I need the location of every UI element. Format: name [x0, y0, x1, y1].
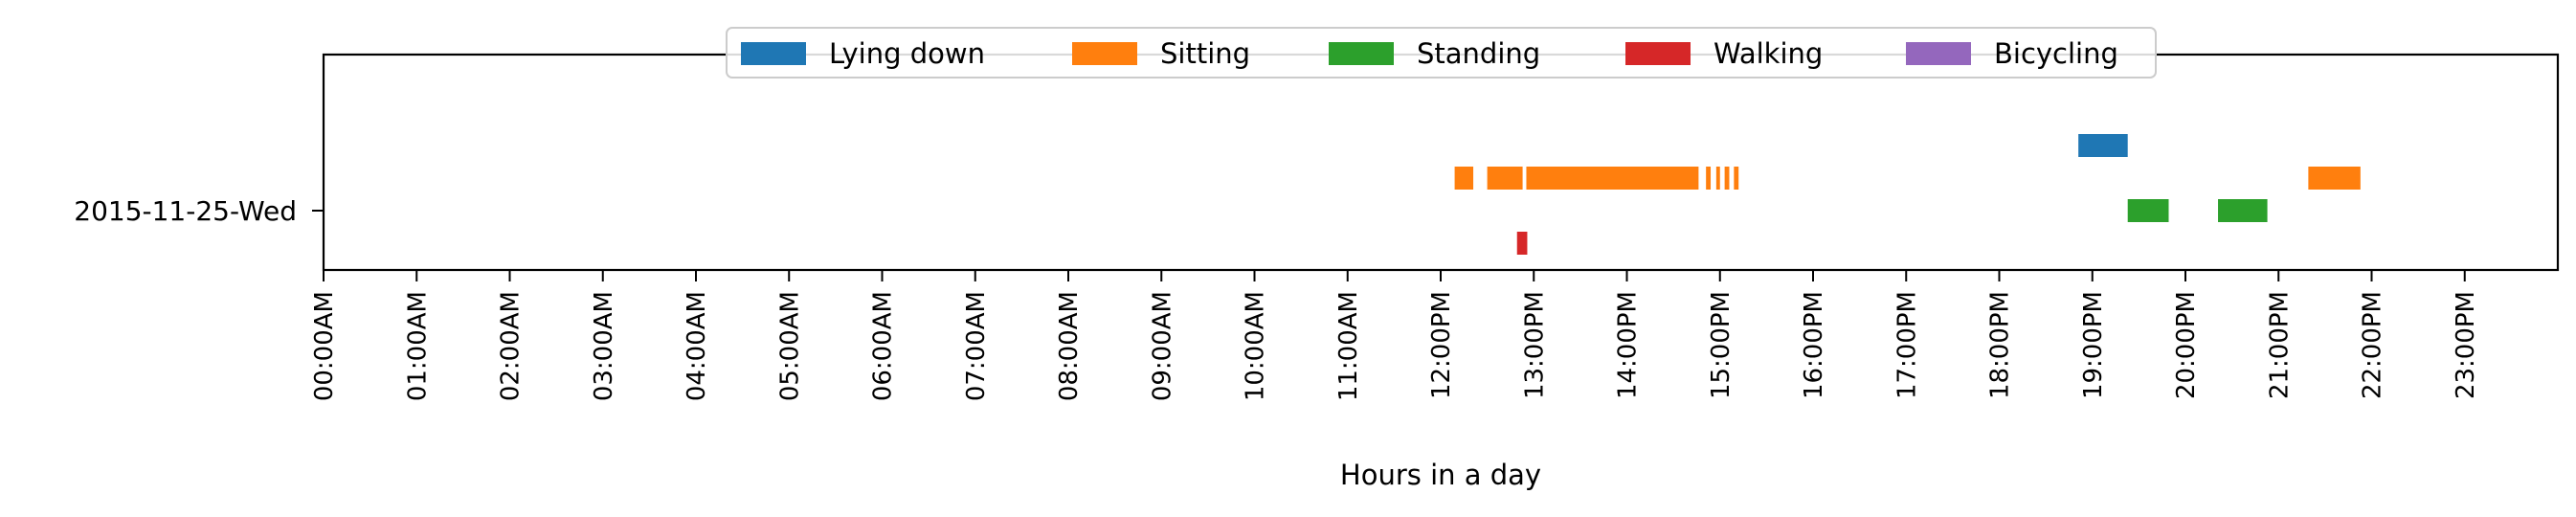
- x-tick-label: 10:00AM: [1242, 291, 1270, 401]
- bar-sitting-7: [2308, 167, 2361, 190]
- bar-standing-0: [2127, 199, 2169, 222]
- legend-label-bicycling: Bicycling: [1994, 37, 2118, 70]
- x-tick-label: 18:00PM: [1986, 291, 2015, 399]
- x-tick-label: 11:00AM: [1334, 291, 1363, 401]
- bar-walking-0: [1516, 232, 1528, 255]
- bar-standing-1: [2218, 199, 2268, 222]
- x-tick-label: 04:00AM: [683, 291, 711, 401]
- x-tick-label: 07:00AM: [962, 291, 991, 401]
- x-tick-label: 02:00AM: [497, 291, 526, 401]
- x-tick-label: 16:00PM: [1800, 291, 1828, 399]
- legend-swatch-lying-down: [741, 42, 806, 65]
- bar-sitting-5: [1724, 167, 1730, 190]
- legend-label-lying-down: Lying down: [829, 37, 985, 70]
- x-tick-label: 13:00PM: [1520, 291, 1549, 399]
- x-tick-label: 06:00AM: [869, 291, 898, 401]
- x-tick-label: 09:00AM: [1148, 291, 1176, 401]
- bar-lying-down-0: [2078, 134, 2128, 157]
- legend-label-walking: Walking: [1714, 37, 1823, 70]
- plot-frame: [322, 53, 2560, 272]
- legend-swatch-walking: [1625, 42, 1691, 65]
- y-tick-label: 2015-11-25-Wed: [74, 195, 297, 227]
- x-tick-label: 23:00PM: [2452, 291, 2480, 399]
- x-tick-label: 22:00PM: [2359, 291, 2387, 399]
- x-tick-label: 19:00PM: [2079, 291, 2108, 399]
- x-tick-label: 15:00PM: [1707, 291, 1736, 399]
- bar-sitting-4: [1715, 167, 1720, 190]
- y-axis: 2015-11-25-Wed: [74, 195, 324, 227]
- legend-swatch-sitting: [1072, 42, 1137, 65]
- x-tick-label: 12:00PM: [1427, 291, 1456, 399]
- x-tick-label: 01:00AM: [403, 291, 432, 401]
- bar-sitting-3: [1706, 167, 1712, 190]
- x-tick-label: 20:00PM: [2172, 291, 2201, 399]
- legend-swatch-bicycling: [1906, 42, 1971, 65]
- legend-label-sitting: Sitting: [1160, 37, 1250, 70]
- x-axis: 00:00AM 01:00AM 02:00AM 03:00AM 04:00AM 05:00…: [310, 270, 2480, 401]
- x-axis-label: Hours in a day: [1340, 459, 1541, 491]
- x-tick-label: 17:00PM: [1893, 291, 1921, 399]
- legend: Lying down Sitting Standing Walking Bicyclin…: [726, 27, 2157, 79]
- bar-sitting-1: [1487, 167, 1523, 190]
- bar-sitting-6: [1734, 167, 1739, 190]
- bars-layer: [1454, 134, 2361, 255]
- x-tick-label: 05:00AM: [775, 291, 804, 401]
- x-tick-label: 21:00PM: [2265, 291, 2294, 399]
- x-tick-label: 14:00PM: [1614, 291, 1643, 399]
- legend-swatch-standing: [1329, 42, 1394, 65]
- x-tick-label: 00:00AM: [310, 291, 339, 401]
- x-tick-label: 08:00AM: [1055, 291, 1084, 401]
- bar-sitting-2: [1526, 167, 1699, 190]
- legend-label-standing: Standing: [1417, 37, 1540, 70]
- x-tick-label: 03:00AM: [590, 291, 618, 401]
- bar-sitting-0: [1454, 167, 1474, 190]
